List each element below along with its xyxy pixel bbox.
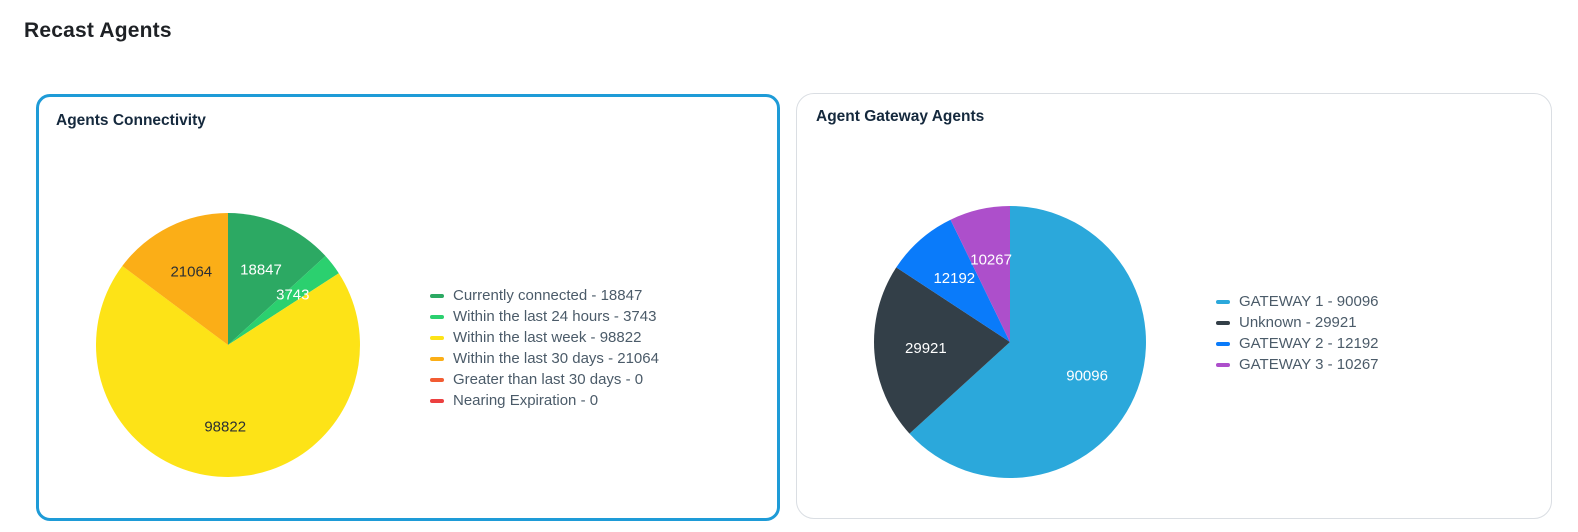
pie-slice-gateway-2[interactable]: [896, 219, 1010, 342]
pie-slice-label-within-the-last-30-days: 21064: [170, 263, 212, 280]
legend-label-currently-connected: Currently connected - 18847: [453, 287, 643, 304]
pie-slice-unknown[interactable]: [874, 267, 1010, 434]
pie-slice-gateway-1[interactable]: [909, 206, 1146, 478]
legend-swatch-within-the-last-30-days: [430, 356, 444, 361]
legend-item-within-the-last-week[interactable]: Within the last week - 98822: [430, 327, 659, 348]
legend-label-unknown: Unknown - 29921: [1239, 314, 1357, 331]
agents-connectivity-pie-chart[interactable]: 18847 3743 98822 21064: [96, 213, 360, 477]
pie-slice-label-currently-connected: 18847: [240, 262, 282, 279]
legend-swatch-gateway-1: [1216, 299, 1230, 304]
legend-swatch-greater-than-last-30-days: [430, 377, 444, 382]
agents-connectivity-card-title: Agents Connectivity: [56, 112, 206, 129]
legend-swatch-unknown: [1216, 320, 1230, 325]
pie-slice-within-the-last-week[interactable]: [96, 265, 360, 477]
agent-gateway-agents-card-title: Agent Gateway Agents: [816, 108, 985, 125]
agents-connectivity-legend: Currently connected - 18847 Within the la…: [430, 285, 659, 411]
legend-label-greater-than-last-30-days: Greater than last 30 days - 0: [453, 371, 644, 388]
legend-label-within-the-last-week: Within the last week - 98822: [453, 329, 642, 346]
legend-swatch-gateway-2: [1216, 341, 1230, 346]
pie-slice-label-unknown: 29921: [905, 340, 947, 357]
pie-slice-gateway-3[interactable]: [950, 206, 1010, 342]
legend-label-gateway-3: GATEWAY 3 - 10267: [1239, 356, 1379, 373]
legend-item-nearing-expiration[interactable]: Nearing Expiration - 0: [430, 390, 659, 411]
pie-slice-label-gateway-2: 12192: [933, 270, 975, 287]
agent-gateway-agents-card[interactable]: Agent Gateway Agents 90096 29921 12192 1026…: [796, 93, 1552, 519]
agent-gateway-legend: GATEWAY 1 - 90096 Unknown - 29921 GATEWAY …: [1216, 291, 1379, 375]
legend-item-within-the-last-30-days[interactable]: Within the last 30 days - 21064: [430, 348, 659, 369]
legend-swatch-currently-connected: [430, 293, 444, 298]
pie-slice-label-within-the-last-24-hours: 3743: [276, 287, 309, 304]
legend-label-within-the-last-24-hours: Within the last 24 hours - 3743: [453, 308, 657, 325]
legend-item-gateway-3[interactable]: GATEWAY 3 - 10267: [1216, 354, 1379, 375]
pie-slice-within-the-last-30-days[interactable]: [122, 213, 228, 345]
page-title: Recast Agents: [24, 19, 172, 42]
pie-slice-within-the-last-24-hours[interactable]: [228, 256, 339, 345]
pie-slice-label-gateway-3: 10267: [970, 251, 1012, 268]
legend-swatch-nearing-expiration: [430, 398, 444, 403]
legend-swatch-gateway-3: [1216, 362, 1230, 367]
legend-item-within-the-last-24-hours[interactable]: Within the last 24 hours - 3743: [430, 306, 659, 327]
legend-swatch-within-the-last-week: [430, 335, 444, 340]
legend-label-gateway-1: GATEWAY 1 - 90096: [1239, 293, 1379, 310]
legend-item-unknown[interactable]: Unknown - 29921: [1216, 312, 1379, 333]
legend-item-currently-connected[interactable]: Currently connected - 18847: [430, 285, 659, 306]
pie-slice-currently-connected[interactable]: [228, 213, 326, 345]
legend-item-greater-than-last-30-days[interactable]: Greater than last 30 days - 0: [430, 369, 659, 390]
legend-label-nearing-expiration: Nearing Expiration - 0: [453, 392, 599, 409]
legend-item-gateway-2[interactable]: GATEWAY 2 - 12192: [1216, 333, 1379, 354]
legend-label-within-the-last-30-days: Within the last 30 days - 21064: [453, 350, 659, 367]
legend-item-gateway-1[interactable]: GATEWAY 1 - 90096: [1216, 291, 1379, 312]
agents-connectivity-card[interactable]: Agents Connectivity 18847 3743 98822 21064 …: [36, 94, 780, 521]
pie-slice-label-gateway-1: 90096: [1066, 368, 1108, 385]
pie-slice-label-within-the-last-week: 98822: [204, 418, 246, 435]
agent-gateway-pie-chart[interactable]: 90096 29921 12192 10267: [874, 206, 1146, 478]
legend-label-gateway-2: GATEWAY 2 - 12192: [1239, 335, 1379, 352]
legend-swatch-within-the-last-24-hours: [430, 314, 444, 319]
